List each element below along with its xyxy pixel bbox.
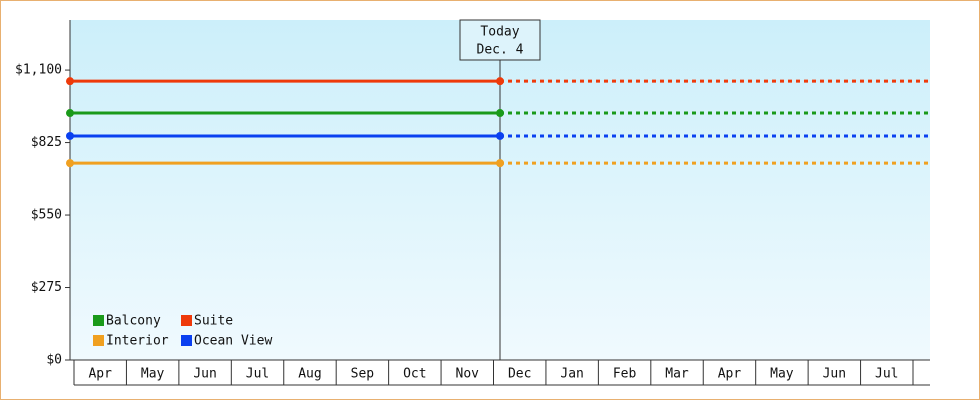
x-tick-label: Jul xyxy=(246,367,269,382)
point xyxy=(66,159,74,168)
legend-swatch xyxy=(93,315,104,326)
today-title: Today xyxy=(480,25,519,40)
x-tick-label: Feb xyxy=(613,367,637,382)
y-tick-label: $0 xyxy=(46,353,62,368)
x-tick-label: May xyxy=(141,367,165,382)
today-date: Dec. 4 xyxy=(477,43,524,58)
x-tick-label: Apr xyxy=(88,367,112,382)
x-tick-label: Jun xyxy=(823,367,846,382)
legend-label: Suite xyxy=(194,314,233,329)
point xyxy=(496,109,504,118)
point xyxy=(496,159,504,168)
x-tick-label: Sep xyxy=(351,367,375,382)
y-tick-label: $275 xyxy=(31,280,62,295)
y-tick-label: $550 xyxy=(31,208,62,223)
x-tick-label: Jul xyxy=(875,367,898,382)
point xyxy=(66,109,74,118)
legend-label: Balcony xyxy=(106,314,161,329)
x-tick-label: Nov xyxy=(456,367,480,382)
point xyxy=(496,131,504,140)
point xyxy=(66,77,74,86)
x-tick-label: May xyxy=(770,367,794,382)
y-tick-label: $825 xyxy=(31,135,62,150)
legend-label: Interior xyxy=(106,334,169,349)
y-tick-label: $1,100 xyxy=(15,63,62,78)
x-tick-label: Jun xyxy=(193,367,216,382)
legend-swatch xyxy=(181,335,192,346)
legend-swatch xyxy=(181,315,192,326)
today-box xyxy=(459,19,541,61)
x-tick-label: Mar xyxy=(665,367,689,382)
x-tick-label: Oct xyxy=(403,367,426,382)
x-tick-label: Aug xyxy=(298,367,321,382)
x-tick-label: Apr xyxy=(718,367,742,382)
point xyxy=(496,77,504,86)
legend-swatch xyxy=(93,335,104,346)
x-tick-label: Dec xyxy=(508,367,531,382)
legend-label: Ocean View xyxy=(194,334,272,349)
x-tick-label: Jan xyxy=(560,367,583,382)
point xyxy=(66,131,74,140)
